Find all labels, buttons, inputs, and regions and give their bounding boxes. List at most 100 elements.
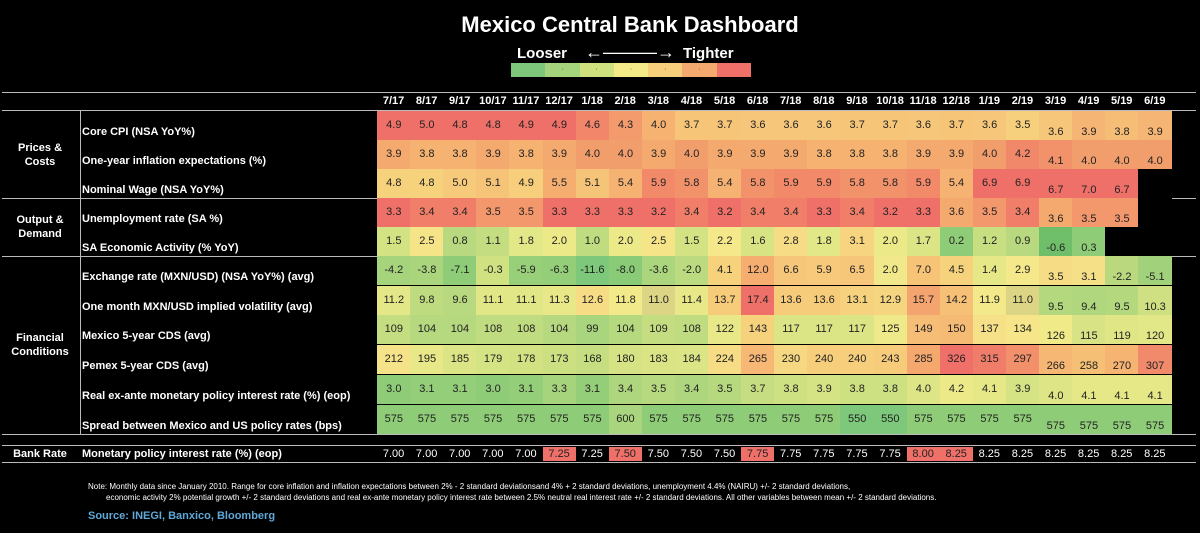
dashboard-title: Mexico Central Bank Dashboard (461, 12, 799, 37)
metric-cell: 4.0 (575, 140, 610, 169)
metric-cell: 9.6 (443, 286, 477, 315)
metric-cell: 2.5 (410, 227, 444, 256)
metric-cell: -5.9 (509, 256, 543, 285)
metric-cell: 149 (906, 315, 941, 344)
metric-cell: 1.0 (575, 227, 610, 256)
metric-cell: 109 (377, 315, 411, 344)
metric-cell: 3.7 (840, 111, 874, 140)
bank-rate-cell: 7.00 (415, 448, 438, 460)
header-bottom-rule (2, 110, 1196, 111)
bank-bottom-rule (2, 462, 1196, 463)
metric-label: Nominal Wage (NSA YoY%) (82, 184, 224, 196)
metric-cell: 117 (840, 315, 874, 344)
bank-rate-cell: 8.25 (1144, 448, 1166, 460)
metric-cell: 6.7 (1105, 169, 1139, 198)
metric-cell: 104 (410, 315, 444, 344)
metric-cell: 3.8 (443, 140, 477, 169)
metric-cell: 5.8 (674, 169, 709, 198)
metric-cell: 3.0 (476, 375, 510, 404)
metric-cell: -7.1 (443, 256, 477, 285)
metric-cell: 13.1 (840, 286, 874, 315)
metric-cell: 3.8 (1105, 111, 1139, 140)
metric-cell: 99 (575, 315, 610, 344)
metric-cell: 1.5 (377, 227, 411, 256)
metric-cell: 3.7 (741, 375, 775, 404)
metric-cell: 108 (476, 315, 510, 344)
metric-cell: 3.9 (476, 140, 510, 169)
category-label: Financial Conditions (11, 332, 69, 358)
footnote-line-1: Note: Monthly data since January 2010. R… (88, 482, 851, 491)
metric-cell: 7.0 (906, 256, 941, 285)
metric-cell: 3.1 (575, 375, 610, 404)
metric-label: Mexico 5-year CDS (avg) (82, 330, 211, 342)
metric-cell: 3.6 (807, 111, 841, 140)
metric-cell: 3.5 (1039, 256, 1073, 285)
metric-cell: 4.3 (608, 111, 643, 140)
month-header: 3/19 (1044, 95, 1067, 107)
metric-cell: 3.9 (708, 140, 742, 169)
category-label: Output & Demand (16, 214, 64, 240)
metric-cell: 224 (708, 345, 742, 374)
metric-cell: 0.3 (1072, 227, 1106, 256)
metric-cell: 575 (708, 405, 742, 434)
metric-cell: -8.0 (608, 256, 643, 285)
metric-cell: -6.3 (542, 256, 577, 285)
metric-cell: 14.2 (939, 286, 974, 315)
metric-cell: 3.1 (509, 375, 543, 404)
metric-cell: 3.5 (1105, 198, 1139, 227)
metric-cell: 3.3 (807, 198, 841, 227)
metric-cell: 104 (608, 315, 643, 344)
metric-cell: 2.5 (641, 227, 676, 256)
metric-cell: 3.5 (972, 198, 1007, 227)
metric-cell: -2.2 (1105, 256, 1139, 285)
month-header: 10/18 (876, 95, 904, 107)
metric-cell: 575 (476, 405, 510, 434)
metric-cell: 3.4 (774, 198, 808, 227)
month-header: 12/17 (545, 95, 573, 107)
metric-cell: 3.6 (741, 111, 775, 140)
metric-cell: 5.9 (807, 256, 841, 285)
month-header: 5/19 (1111, 95, 1133, 107)
metric-cell: 173 (542, 345, 577, 374)
metric-label: Real ex-ante monetary policy interest ra… (82, 390, 351, 402)
metric-cell: 10.3 (1138, 286, 1172, 315)
metric-cell: 575 (641, 405, 676, 434)
metric-cell: 4.8 (410, 169, 444, 198)
metric-cell: 3.4 (840, 198, 874, 227)
metric-cell: 3.9 (741, 140, 775, 169)
metric-cell (1138, 227, 1172, 256)
metric-cell: 12.9 (873, 286, 908, 315)
month-header: 3/18 (647, 95, 670, 107)
metric-cell: 5.8 (840, 169, 874, 198)
legend-swatch: · (682, 63, 717, 77)
metric-cell: 3.3 (542, 198, 577, 227)
metric-cell: 9.4 (1072, 286, 1106, 315)
metric-cell: 3.9 (641, 140, 676, 169)
metric-cell: 5.9 (641, 169, 676, 198)
metric-cell: 143 (741, 315, 775, 344)
metric-cell: 13.6 (807, 286, 841, 315)
metric-cell: 109 (641, 315, 676, 344)
metric-cell: 575 (410, 405, 444, 434)
metric-label: Core CPI (NSA YoY%) (82, 126, 195, 138)
metric-cell: 4.0 (1039, 375, 1073, 404)
metric-cell: 1.1 (476, 227, 510, 256)
metric-cell: 11.1 (476, 286, 510, 315)
metric-cell: 108 (674, 315, 709, 344)
metric-cell: 11.0 (1005, 286, 1040, 315)
metric-cell: 1.5 (674, 227, 709, 256)
metric-cell: 265 (741, 345, 775, 374)
metric-cell: 297 (1005, 345, 1040, 374)
header-top-rule (2, 92, 1196, 93)
metric-cell: 575 (509, 405, 543, 434)
metric-cell: 1.8 (509, 227, 543, 256)
section-rule (2, 434, 1196, 435)
metric-cell: 575 (1005, 405, 1040, 434)
metric-cell: 3.9 (377, 140, 411, 169)
metric-cell: 195 (410, 345, 444, 374)
metric-cell: 5.4 (708, 169, 742, 198)
metric-cell: 3.9 (906, 140, 941, 169)
metric-cell: 1.4 (972, 256, 1007, 285)
color-scale-legend: · · · · · (511, 63, 751, 77)
bank-rate-cell: 7.00 (515, 448, 537, 460)
